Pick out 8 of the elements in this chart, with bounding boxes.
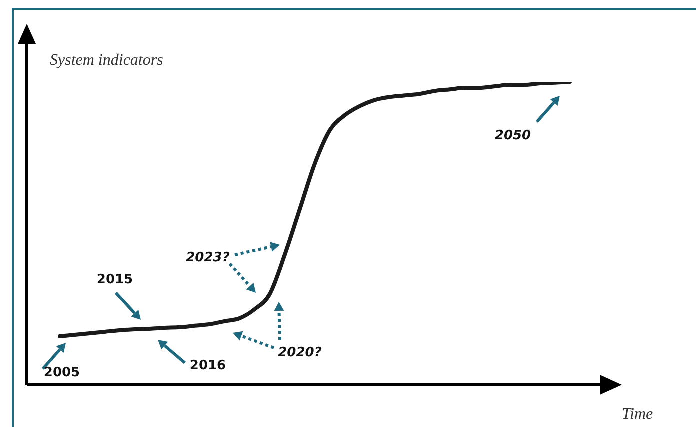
annotation: 2050 (494, 128, 532, 144)
annotation: 2015 (96, 272, 134, 288)
annotation: 2020? (278, 346, 322, 360)
y-axis-title: System indicators (50, 52, 164, 70)
annotation: 2005 (44, 366, 80, 380)
annotation: 2023? (186, 250, 230, 266)
annotation: 2016 (190, 358, 226, 374)
x-axis-title: Time (622, 406, 654, 424)
